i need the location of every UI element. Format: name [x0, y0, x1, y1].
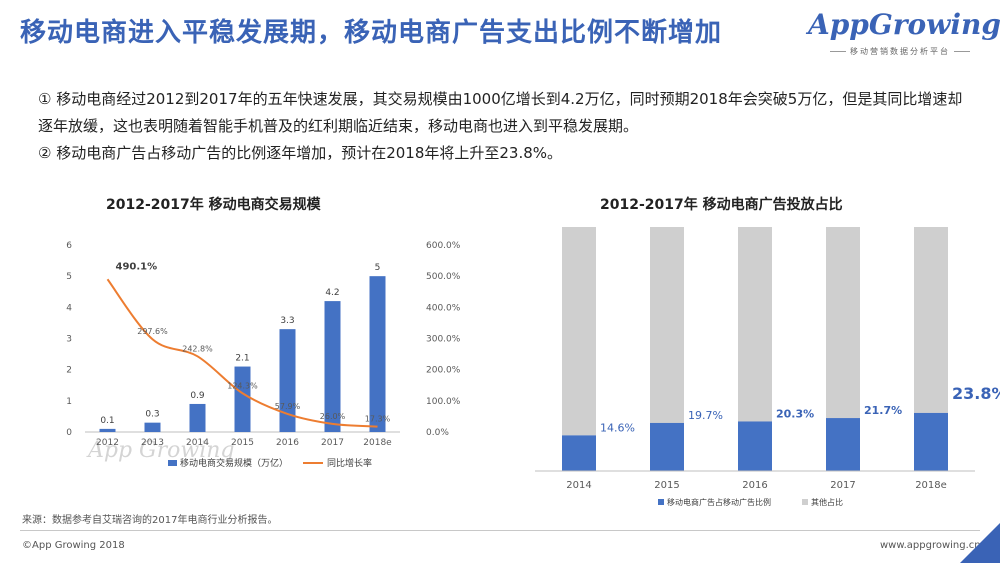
- paragraph-2: ② 移动电商广告占移动广告的比例逐年增加，预计在2018年将上升至23.8%。: [38, 144, 563, 162]
- chart1-right-tick-label: 600.0%: [426, 241, 461, 251]
- chart2-legend-label-ecommerce: 移动电商广告占移动广告比例: [667, 497, 771, 507]
- paragraph-1: ① 移动电商经过2012到2017年的五年快速发展，其交易规模由1000亿增长到…: [38, 90, 963, 135]
- chart2-bar-ecommerce: [562, 435, 596, 471]
- chart1-bar-label: 5: [375, 263, 381, 273]
- chart1-bar: [279, 329, 296, 432]
- chart2-category-label: 2018e: [915, 480, 947, 491]
- chart1-bar-label: 4.2: [325, 288, 339, 298]
- chart1-bar-label: 0.3: [145, 410, 159, 420]
- chart1-category-label: 2015: [231, 438, 254, 448]
- chart1-growth-label: 17.3%: [365, 415, 391, 424]
- chart2-category-label: 2015: [654, 480, 679, 491]
- chart1-bar: [369, 276, 386, 432]
- chart2-value-label: 19.7%: [688, 409, 723, 422]
- chart2-category-label: 2017: [830, 480, 855, 491]
- corner-triangle-decoration: [960, 523, 1000, 563]
- chart1-bar: [144, 422, 161, 432]
- chart2-bar-other: [738, 227, 772, 422]
- chart2-legend-swatch-other: [802, 499, 808, 505]
- chart2-category-label: 2016: [742, 480, 767, 491]
- page-title: 移动电商进入平稳发展期，移动电商广告支出比例不断增加: [20, 18, 723, 48]
- chart2-bar-ecommerce: [650, 422, 684, 471]
- chart2-bar-other: [826, 227, 860, 419]
- chart1-left-tick-label: 2: [66, 366, 72, 376]
- chart1-bar: [324, 301, 341, 432]
- chart1-right-tick-label: 500.0%: [426, 272, 461, 282]
- chart1-right-tick-label: 100.0%: [426, 397, 461, 407]
- watermark: App Growing: [88, 438, 235, 463]
- chart1-left-tick-label: 5: [66, 272, 72, 282]
- chart1-left-tick-label: 0: [66, 428, 72, 438]
- chart1-growth-label: 124.3%: [227, 381, 258, 390]
- chart1-bar-label: 2.1: [235, 354, 249, 364]
- chart1-legend-swatch-bar: [168, 460, 177, 466]
- chart1-category-label: 2017: [321, 438, 344, 448]
- chart2-bar-ecommerce: [826, 418, 860, 471]
- chart1-category-label: 2018e: [363, 438, 392, 448]
- chart1-bar: [99, 428, 116, 432]
- chart1-growth-label: 26.0%: [320, 412, 346, 421]
- chart2-bar-ecommerce: [738, 421, 772, 471]
- footer-copyright: ©App Growing 2018: [22, 540, 125, 551]
- chart1-legend-label-bar: 移动电商交易规模（万亿）: [180, 457, 288, 469]
- chart1-growth-label: 242.8%: [182, 344, 213, 353]
- chart1-right-tick-label: 300.0%: [426, 335, 461, 345]
- chart2-title: 2012-2017年 移动电商广告投放占比: [600, 197, 843, 213]
- chart2-value-label: 20.3%: [776, 407, 814, 420]
- source-note: 来源：数据参考自艾瑞咨询的2017年电商行业分析报告。: [22, 515, 278, 526]
- chart1-transaction-scale: 0 1 2 3 4 5 6 0.0% 100.0% 200.0% 300.0% 400.0% 500.0…: [66, 241, 461, 469]
- chart1-right-tick-label: 0.0%: [426, 428, 449, 438]
- chart1-right-tick-label: 400.0%: [426, 303, 461, 313]
- chart2-bar-other: [914, 227, 948, 413]
- footer-url: www.appgrowing.cn: [880, 540, 981, 551]
- chart1-right-tick-label: 200.0%: [426, 366, 461, 376]
- chart1-legend-label-line: 同比增长率: [327, 457, 372, 469]
- chart2-legend-label-other: 其他占比: [811, 497, 843, 507]
- chart1-bar: [189, 403, 206, 432]
- logo-text: AppGrowing: [808, 8, 1000, 41]
- chart2-value-label: 23.8%: [952, 384, 1000, 403]
- chart2-value-label: 21.7%: [864, 404, 902, 417]
- chart1-title: 2012-2017年 移动电商交易规模: [106, 197, 321, 213]
- chart2-ad-share: 14.6% 2014 19.7% 2015 20.3% 2016 21.7% 2017 23.8…: [535, 227, 1000, 507]
- chart2-bar-other: [562, 227, 596, 436]
- footer-divider: [20, 530, 980, 531]
- chart1-growth-label: 57.9%: [275, 402, 301, 411]
- chart1-category-label: 2014: [186, 438, 209, 448]
- chart1-bar-label: 0.9: [190, 391, 205, 401]
- chart1-category-label: 2016: [276, 438, 299, 448]
- chart1-left-tick-label: 6: [66, 241, 72, 251]
- logo-tagline: 移动营销数据分析平台: [826, 46, 974, 57]
- chart2-bar-ecommerce: [914, 412, 948, 471]
- chart1-category-label: 2012: [96, 438, 119, 448]
- chart1-bar-label: 3.3: [280, 316, 294, 326]
- chart2-legend-swatch-ecommerce: [658, 499, 664, 505]
- chart1-bar: [234, 366, 251, 432]
- chart2-value-label: 14.6%: [600, 421, 635, 434]
- chart2-category-label: 2014: [566, 480, 591, 491]
- chart1-growth-label: 490.1%: [116, 261, 158, 272]
- chart1-left-tick-label: 4: [66, 303, 72, 313]
- chart1-left-tick-label: 3: [66, 335, 72, 345]
- chart2-bar-other: [650, 227, 684, 423]
- app-growing-logo: AppGrowing 移动营销数据分析平台: [808, 8, 1000, 60]
- chart1-category-label: 2013: [141, 438, 164, 448]
- chart1-growth-label: 297.6%: [137, 327, 168, 336]
- chart1-growth-line: [106, 278, 378, 428]
- chart1-bar-label: 0.1: [100, 416, 114, 426]
- chart1-left-tick-label: 1: [66, 397, 72, 407]
